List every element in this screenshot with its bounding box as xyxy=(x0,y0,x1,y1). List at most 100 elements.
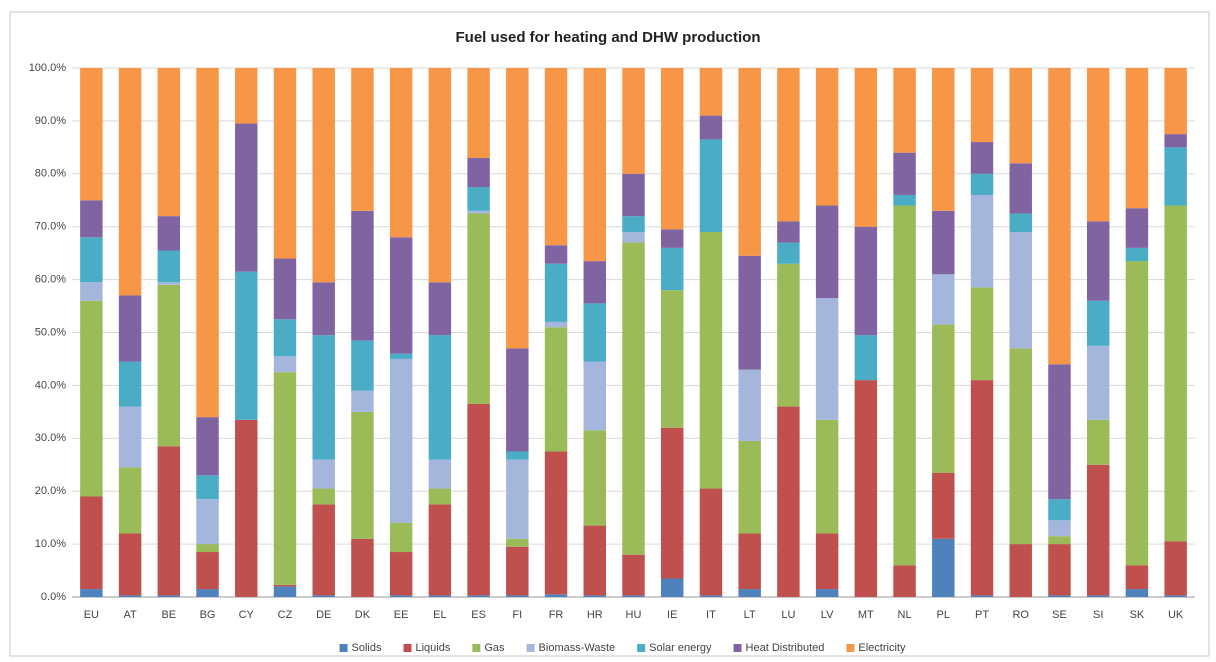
bar-segment xyxy=(738,369,761,441)
bar-segment xyxy=(467,595,490,597)
legend-swatch xyxy=(637,644,646,652)
bar-segment xyxy=(970,173,994,195)
bar-segment xyxy=(428,595,452,597)
legend-swatch xyxy=(846,644,855,652)
x-tick-label: AT xyxy=(123,609,137,621)
bar-segment xyxy=(1086,345,1110,420)
bar-segment xyxy=(80,282,103,301)
legend-swatch xyxy=(526,644,535,652)
bar-segment xyxy=(312,488,335,505)
bar-segment xyxy=(1009,231,1032,349)
bar-segment xyxy=(1086,68,1110,222)
bar-segment xyxy=(389,353,413,359)
bar-segment xyxy=(583,430,607,526)
bar-segment xyxy=(196,552,219,590)
y-tick-label: 50.0% xyxy=(35,326,66,338)
bar-segment xyxy=(428,335,452,460)
bar-segment xyxy=(815,419,839,534)
bar-segment xyxy=(622,554,645,596)
x-tick-label: SK xyxy=(1130,609,1145,621)
bar-segment xyxy=(1086,595,1110,597)
bar-segment xyxy=(1009,68,1032,164)
bar-segment xyxy=(389,552,413,596)
bar-segment xyxy=(312,459,335,489)
bar-segment xyxy=(1164,541,1187,596)
bar-segment xyxy=(428,68,452,283)
bar-segment xyxy=(970,595,994,597)
x-tick-label: IE xyxy=(667,609,677,621)
bar-segment xyxy=(854,226,878,336)
y-tick-label: 20.0% xyxy=(35,485,66,497)
bar-segment xyxy=(467,157,490,188)
bar-segment xyxy=(1048,536,1071,545)
bar-segment xyxy=(273,319,297,357)
bar-segment xyxy=(467,403,490,596)
bar-segment xyxy=(467,68,490,158)
bar-segment xyxy=(196,499,219,545)
bar-segment xyxy=(1086,221,1110,301)
x-tick-label: LU xyxy=(781,609,795,621)
bar-segment xyxy=(428,504,452,596)
x-tick-label: NL xyxy=(898,609,912,621)
bar-segment xyxy=(777,221,800,243)
bar-segment xyxy=(544,263,568,322)
bar-segment xyxy=(815,589,839,597)
bar-segment xyxy=(389,68,413,238)
bar-segment xyxy=(970,194,994,288)
bar-segment xyxy=(699,595,723,597)
bar-segment xyxy=(1048,68,1071,365)
bar-segment xyxy=(738,68,761,256)
x-tick-label: CZ xyxy=(278,609,293,621)
bar-segment xyxy=(699,231,723,489)
bar-segment xyxy=(506,546,529,596)
bar-segment xyxy=(118,595,142,597)
bar-segment xyxy=(312,68,335,283)
bar-segment xyxy=(893,565,916,597)
bar-segment xyxy=(157,284,181,447)
x-tick-label: SE xyxy=(1052,609,1067,621)
x-tick-label: BG xyxy=(200,609,216,621)
bar-segment xyxy=(699,115,723,140)
legend-label: Heat Distributed xyxy=(746,642,825,654)
bar-segment xyxy=(1164,147,1187,206)
bar-segment xyxy=(699,139,723,232)
bar-segment xyxy=(506,451,529,460)
bar-segment xyxy=(235,68,258,124)
bar-segment xyxy=(699,488,723,596)
bar-segment xyxy=(777,68,800,222)
bar-segment xyxy=(351,411,374,539)
bar-segment xyxy=(351,210,374,341)
bar-segment xyxy=(118,361,142,407)
bar-segment xyxy=(622,216,645,232)
bar-segment xyxy=(273,356,297,373)
bar-segment xyxy=(622,173,645,217)
x-tick-label: CY xyxy=(239,609,255,621)
bar-segment xyxy=(312,504,335,596)
bar-segment xyxy=(1125,565,1149,590)
bar-segment xyxy=(544,594,568,597)
chart-title: Fuel used for heating and DHW production xyxy=(456,29,761,46)
bar-segment xyxy=(932,68,955,211)
x-tick-label: SI xyxy=(1093,609,1103,621)
bar-segment xyxy=(1086,300,1110,346)
bar-segment xyxy=(118,406,142,468)
bar-segment xyxy=(312,335,335,460)
bar-segment xyxy=(389,237,413,354)
bar-segment xyxy=(80,589,103,597)
bar-segment xyxy=(506,595,529,597)
bar-segment xyxy=(1009,544,1032,597)
bar-segment xyxy=(467,210,490,214)
bar-segment xyxy=(428,282,452,336)
bar-segment xyxy=(312,595,335,597)
bar-segment xyxy=(544,327,568,452)
bar-segment xyxy=(1125,247,1149,262)
bar-segment xyxy=(970,287,994,381)
x-tick-label: DK xyxy=(355,609,371,621)
legend-swatch xyxy=(339,644,348,652)
bar-segment xyxy=(196,475,219,500)
bar-segment xyxy=(235,419,258,597)
bar-segment xyxy=(854,380,878,597)
x-tick-label: MT xyxy=(858,609,874,621)
bar-segment xyxy=(1125,68,1149,209)
